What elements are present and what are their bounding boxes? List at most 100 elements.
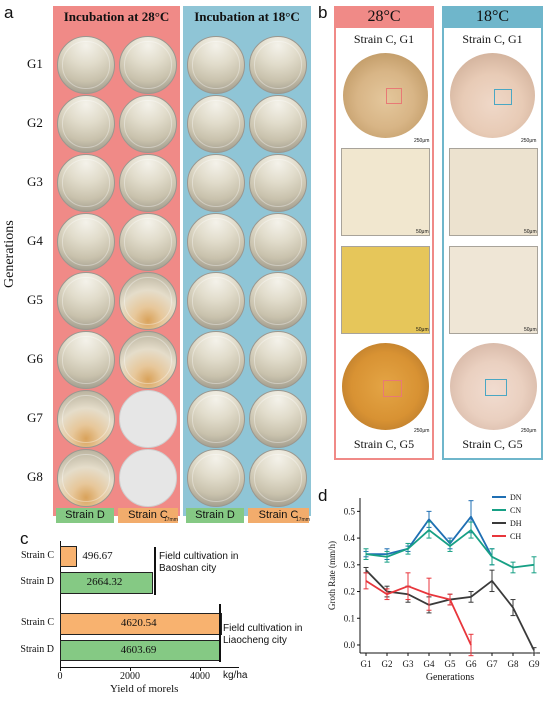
scale-dish-28-top: 250μm: [414, 138, 430, 144]
generation-label-g3: G3: [27, 174, 43, 189]
petri-dish-18-strain-d-g8: [187, 449, 245, 507]
title-18c: 18°C: [442, 6, 543, 28]
petri-dish-28-strain-d-g6: [57, 331, 115, 389]
scale-bar-label-18: 17mm: [296, 517, 310, 523]
generations-axis-label: Generations: [2, 220, 17, 288]
d-y-tick-label: 0.4: [344, 533, 356, 543]
micrograph-28-g5: [341, 246, 430, 334]
header-incubation-28: Incubation at 28°C: [63, 9, 170, 24]
generation-label-g4: G4: [27, 233, 43, 248]
petri-dish-28-strain-d-g5: [57, 272, 115, 330]
zoom-box-18-bottom: [485, 379, 507, 396]
d-x-axis-label: Generations: [426, 672, 474, 683]
petri-dish-18-strain-d-g2: [187, 95, 245, 153]
petri-dish-28-strain-c-g1: [119, 36, 177, 94]
micrograph-18-g1: [449, 148, 538, 236]
petri-dish-18-strain-d-g6: [187, 331, 245, 389]
generation-label-g2: G2: [27, 115, 43, 130]
d-x-tick-label: G7: [487, 659, 498, 669]
panel-d-letter: d: [318, 486, 328, 505]
c-x-tick-label: 4000: [190, 671, 210, 682]
c-x-tick-mark: [200, 667, 201, 671]
series-line-dh: [365, 569, 535, 651]
d-x-tick-label: G9: [529, 659, 540, 669]
bracket-liaocheng: [219, 604, 221, 662]
petri-dish-18-strain-c-g1: [249, 36, 307, 94]
petri-dish-28-strain-c-g4: [119, 213, 177, 271]
c-y-axis-line: [60, 541, 61, 668]
c-x-tick-label: 0: [57, 671, 63, 682]
legend-label-dh: DH: [510, 519, 522, 528]
generation-label-g7: G7: [27, 410, 43, 425]
scale-bar-label-28: 17mm: [164, 517, 178, 523]
note-baoshan: Field cultivation in Baoshan city: [159, 551, 239, 574]
scale-micro-28-a: 50μm: [416, 229, 429, 235]
scale-micro-18-a: 50μm: [524, 229, 537, 235]
d-x-tick-label: G8: [508, 659, 519, 669]
strain-d-label-28: Strain D: [56, 508, 114, 523]
petri-dish-28-strain-c-g6: [119, 331, 177, 389]
dish-28-g5: [342, 343, 429, 430]
c-x-tick-label: 2000: [120, 671, 140, 682]
d-y-tick-label: 0.1: [344, 613, 355, 623]
panel-b-letter: b: [318, 3, 328, 22]
petri-dish-28-strain-c-g5: [119, 272, 177, 330]
yield-category-label-1: Strain D: [20, 576, 54, 587]
label-strain-c-g5-28: Strain C, G5: [353, 437, 415, 451]
petri-dish-28-strain-d-g1: [57, 36, 115, 94]
petri-dish-18-strain-d-g5: [187, 272, 245, 330]
zoom-box-18-top: [494, 89, 512, 105]
c-x-axis-line: [60, 667, 239, 668]
yield-value-label-0: 496.67: [82, 549, 113, 562]
dish-18-g1: [450, 53, 535, 138]
zoom-box-28-top: [386, 88, 402, 104]
scale-micro-18-b: 50μm: [524, 327, 537, 333]
header-incubation-18: Incubation at 18°C: [194, 9, 300, 24]
petri-dish-18-strain-c-g8: [249, 449, 307, 507]
dish-18-g5: [450, 343, 537, 430]
yield-bar-0: [60, 546, 78, 567]
generation-label-g6: G6: [27, 351, 43, 366]
petri-dish-28-strain-d-g8: [57, 449, 115, 507]
petri-dish-18-strain-c-g7: [249, 390, 307, 448]
d-y-tick-label: 0.5: [344, 506, 356, 516]
scale-micro-28-b: 50μm: [416, 327, 429, 333]
unit-kg-ha: kg/ha: [223, 670, 248, 681]
petri-dish-28-strain-d-g7: [57, 390, 115, 448]
yield-category-label-3: Strain D: [20, 643, 54, 655]
label-strain-c-g5-18: Strain C, G5: [462, 437, 523, 451]
petri-dish-18-strain-c-g4: [249, 213, 307, 271]
label-strain-c-g1-28: Strain C, G1: [353, 32, 415, 46]
x-axis-label-yield: Yield of morels: [110, 683, 179, 695]
petri-dish-18-strain-d-g1: [187, 36, 245, 94]
d-x-tick-label: G5: [445, 659, 456, 669]
generation-label-g8: G8: [27, 469, 43, 484]
d-y-tick-label: 0.2: [344, 587, 355, 597]
growth-rate-line-chart: 0.0 0.1 0.2 0.3 0.4 0.5 G1 G2 G3 G4 G5 G6 G7 G8 G9 Gene…: [327, 493, 540, 683]
micrograph-18-g5: [449, 246, 538, 334]
yield-bar-1: [60, 572, 154, 594]
generation-label-g1: G1: [27, 56, 43, 71]
yield-value-label-3: 4603.69: [120, 643, 157, 656]
micrograph-28-g1: [341, 148, 430, 236]
zoom-box-28-bottom: [383, 380, 402, 397]
series-line-ch: [365, 580, 472, 646]
petri-dish-28-strain-d-g3: [57, 154, 115, 212]
d-y-axis-label: Groth Rate (mm/h): [327, 541, 337, 610]
yield-category-label-0: Strain C: [20, 549, 54, 561]
yield-bar-2: [60, 613, 222, 635]
legend-label-dn: DN: [510, 493, 522, 502]
scale-dish-18-top: 250μm: [521, 138, 537, 144]
scale-dish-18-bottom: 250μm: [521, 428, 537, 434]
legend-label-ch: CH: [510, 532, 521, 541]
label-strain-c-g1-18: Strain C, G1: [462, 32, 523, 46]
c-x-tick-mark: [130, 667, 131, 671]
d-x-tick-label: G6: [466, 659, 477, 669]
scale-dish-28-bottom: 250μm: [414, 428, 430, 434]
generation-label-g5: G5: [27, 292, 43, 307]
petri-dish-18-strain-c-g3: [249, 154, 307, 212]
panel-c-letter: c: [20, 529, 29, 548]
petri-dish-18-strain-d-g4: [187, 213, 245, 271]
petri-dish-28-strain-d-g2: [57, 95, 115, 153]
c-x-tick-mark: [60, 667, 61, 671]
